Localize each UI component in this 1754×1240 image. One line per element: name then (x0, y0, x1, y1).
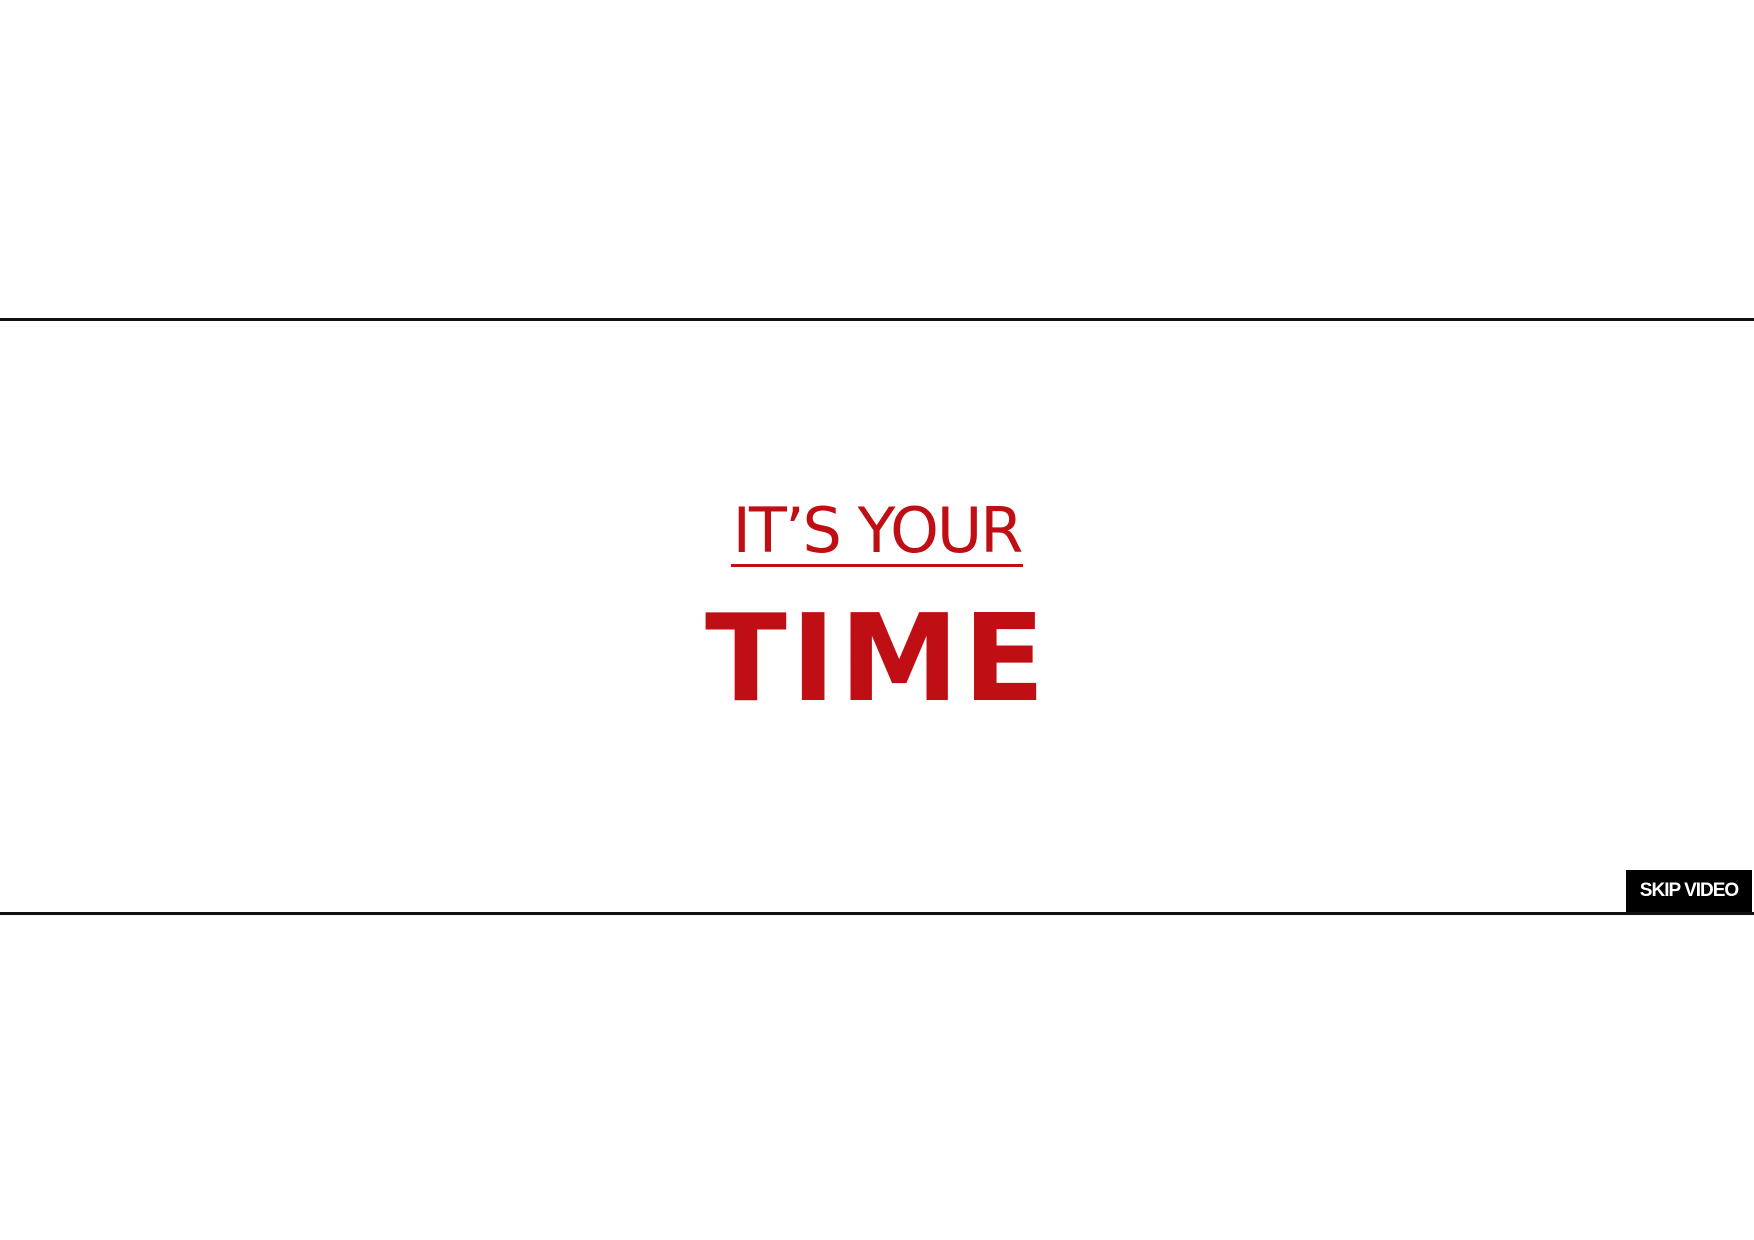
headline-kicker: IT’S YOUR (732, 494, 1024, 567)
top-divider (0, 318, 1754, 321)
headline-kicker-container: IT’S YOUR (0, 500, 1754, 567)
headline-main-word: TIME (705, 590, 1049, 729)
bottom-divider (0, 912, 1754, 915)
kicker-underline: IT’S YOUR (730, 494, 1024, 567)
skip-video-button[interactable]: SKIP VIDEO (1626, 870, 1752, 912)
